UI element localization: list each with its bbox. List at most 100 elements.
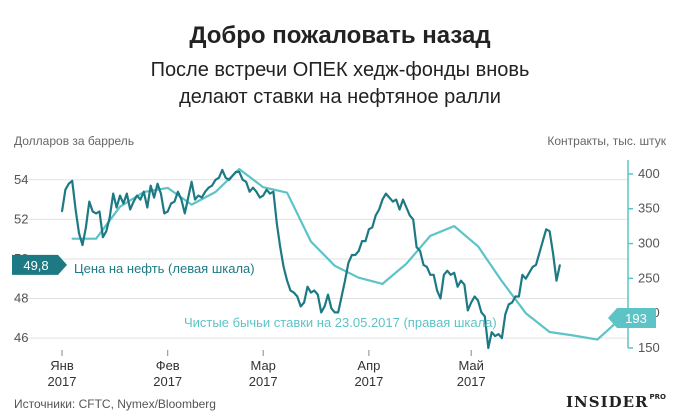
net-long-bets-point xyxy=(262,186,264,188)
net-long-bets-value-tag xyxy=(608,308,656,329)
oil-price-point xyxy=(276,222,278,225)
left-tick-label: 46 xyxy=(14,330,28,345)
x-tick-month: Май xyxy=(458,358,483,373)
oil-price-point xyxy=(412,218,415,221)
oil-price-point xyxy=(552,252,554,254)
oil-price-point xyxy=(228,178,230,181)
oil-price-point xyxy=(78,232,80,235)
oil-price-point xyxy=(453,272,455,274)
net-long-bets-point xyxy=(405,262,408,265)
oil-price-point xyxy=(95,212,97,215)
left-tick-label: 52 xyxy=(14,211,28,226)
oil-price-point xyxy=(470,301,473,304)
oil-price-point xyxy=(122,202,125,205)
net-long-bets-value-label: 193 xyxy=(625,311,647,326)
subtitle-line-1: После встречи ОПЕК хедж-фонды вновь xyxy=(150,59,530,81)
oil-price-point xyxy=(371,226,374,229)
oil-price-point xyxy=(81,244,84,246)
oil-price-point xyxy=(286,279,288,282)
oil-price-point xyxy=(190,180,193,183)
oil-price-point xyxy=(327,293,329,296)
oil-price-point xyxy=(160,192,162,195)
oil-price-point xyxy=(446,270,449,272)
oil-price-point xyxy=(456,285,459,288)
oil-price-point xyxy=(460,279,462,282)
oil-price-point xyxy=(88,200,91,203)
oil-price-point xyxy=(374,214,377,217)
net-long-bets-point xyxy=(166,187,169,189)
oil-price-point xyxy=(354,254,357,256)
oil-price-point xyxy=(272,190,275,193)
oil-price-point xyxy=(108,216,111,219)
oil-price-point xyxy=(194,198,196,201)
oil-price-point xyxy=(125,192,128,195)
oil-price-point xyxy=(119,194,121,197)
left-tick-label: 54 xyxy=(14,172,28,187)
subtitle-line-2: делают ставки на нефтяное ралли xyxy=(179,86,501,108)
oil-price-point xyxy=(173,200,176,203)
net-long-bets-point xyxy=(190,203,193,206)
oil-price-point xyxy=(177,190,179,193)
oil-price-point xyxy=(293,291,295,294)
oil-price-point xyxy=(265,188,268,191)
oil-price-point xyxy=(518,295,520,298)
oil-price-point xyxy=(388,196,391,199)
net-long-bets-point xyxy=(357,276,360,279)
chart-title: Добро пожаловать назад xyxy=(189,22,491,49)
oil-price-point xyxy=(381,198,384,201)
oil-price-point xyxy=(511,301,513,304)
oil-price-point xyxy=(347,262,350,264)
right-tick-label: 400 xyxy=(638,166,660,181)
net-long-bets-point xyxy=(310,240,312,243)
oil-price-point xyxy=(129,208,131,211)
oil-price-point xyxy=(310,291,312,294)
oil-price-point xyxy=(426,266,428,268)
oil-price-point xyxy=(170,202,172,205)
oil-price-point xyxy=(187,196,189,199)
oil-price-point xyxy=(241,178,244,181)
oil-price-point xyxy=(299,305,302,308)
net-long-bets-point xyxy=(548,331,551,333)
oil-price-point xyxy=(143,190,145,193)
x-tick-month: Янв xyxy=(50,358,74,373)
oil-price-point xyxy=(385,192,387,195)
oil-price-point xyxy=(316,293,319,296)
oil-price-point xyxy=(231,175,234,177)
oil-price-point xyxy=(262,194,264,197)
oil-price-point xyxy=(514,295,517,298)
net-long-bets-point xyxy=(95,237,97,240)
oil-price-point xyxy=(214,178,217,181)
oil-price-point xyxy=(132,200,135,203)
oil-price-point xyxy=(313,289,316,292)
brand-suffix: PRO xyxy=(649,393,666,401)
oil-price-point xyxy=(439,297,442,300)
x-tick-year: 2017 xyxy=(153,374,182,389)
oil-price-point xyxy=(361,240,363,242)
oil-price-point xyxy=(542,240,544,242)
oil-price-point xyxy=(368,228,370,231)
oil-price-point xyxy=(306,285,309,288)
net-long-bets-point xyxy=(572,334,575,337)
right-tick-label: 350 xyxy=(638,201,660,216)
x-tick-year: 2017 xyxy=(457,374,486,389)
oil-price-point xyxy=(269,192,271,195)
oil-price-point xyxy=(221,169,224,171)
oil-price-point xyxy=(258,196,261,199)
oil-price-point xyxy=(524,277,527,280)
oil-price-point xyxy=(218,177,220,179)
oil-price-point xyxy=(391,200,394,203)
oil-price-point xyxy=(432,273,435,276)
oil-price-point xyxy=(405,206,408,209)
oil-price-point xyxy=(74,208,77,211)
oil-price-point xyxy=(487,347,490,349)
net-long-bets-point xyxy=(119,205,121,208)
x-tick-year: 2017 xyxy=(48,374,77,389)
oil-price-point xyxy=(211,184,213,187)
oil-price-point xyxy=(555,279,558,282)
oil-price-point xyxy=(207,186,210,189)
oil-price-point xyxy=(398,208,401,211)
oil-price-point xyxy=(296,295,299,298)
oil-price-point xyxy=(61,210,63,213)
net-long-bets-point xyxy=(524,312,527,314)
